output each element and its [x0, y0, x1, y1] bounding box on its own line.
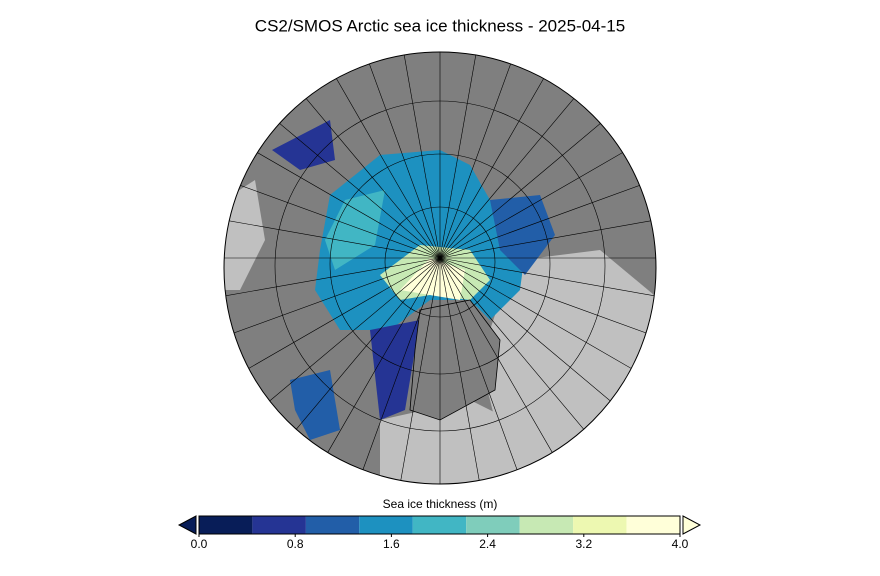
meridian	[439, 52, 519, 259]
meridian	[439, 257, 640, 374]
meridian	[439, 257, 617, 407]
map-title: CS2/SMOS Arctic sea ice thickness - 2025…	[255, 16, 625, 35]
extend-min	[177, 515, 197, 535]
meridian	[439, 142, 640, 259]
ice	[272, 120, 335, 170]
meridian	[439, 81, 589, 259]
greenland	[409, 299, 501, 421]
colorbar-bin	[573, 516, 627, 534]
meridian	[439, 52, 481, 259]
meridian	[263, 257, 441, 407]
map	[224, 52, 656, 484]
meridian	[439, 217, 656, 259]
meridian	[439, 257, 519, 475]
meridian	[263, 109, 441, 259]
meridian	[399, 257, 441, 484]
meridian	[324, 257, 441, 458]
meridian	[439, 179, 656, 259]
meridian	[224, 257, 441, 299]
meridian	[439, 257, 481, 484]
colorbar-bin	[359, 516, 413, 534]
meridian	[291, 81, 441, 259]
colorbar-bin	[305, 516, 360, 534]
tick-label: 0.8	[287, 537, 304, 551]
meridian	[361, 52, 441, 259]
colorbar-bin	[412, 516, 467, 534]
meridian	[399, 52, 441, 259]
colorbar-bin	[199, 516, 253, 534]
colorbar-bin	[252, 516, 306, 534]
open-ocean	[380, 400, 560, 484]
meridian	[240, 142, 441, 259]
meridian	[439, 257, 556, 458]
meridian	[361, 257, 441, 475]
tick-label: 3.2	[575, 537, 592, 551]
meridian	[291, 257, 441, 435]
meridian	[224, 257, 441, 337]
tick-label: 0.0	[191, 537, 208, 551]
colorbar-bin	[519, 516, 574, 534]
meridian	[439, 257, 589, 435]
meridian	[240, 257, 441, 374]
meridian	[224, 217, 441, 259]
meridian	[439, 109, 617, 259]
colorbar-bin	[466, 516, 520, 534]
map-border	[223, 51, 657, 485]
ice	[370, 320, 420, 420]
extend-max	[682, 515, 702, 535]
meridian	[324, 58, 441, 259]
open-ocean	[224, 180, 265, 290]
ice	[325, 190, 385, 270]
meridian	[439, 58, 556, 259]
tick-label: 2.4	[479, 537, 496, 551]
colorbar-label: Sea ice thickness (m)	[383, 497, 498, 511]
meridian	[439, 257, 656, 337]
meridian	[439, 257, 656, 299]
colorbar-bin	[626, 516, 680, 534]
colorbar-frame	[198, 515, 681, 535]
ice	[290, 370, 340, 440]
tick-label: 4.0	[672, 537, 689, 551]
tick-label: 1.6	[383, 537, 400, 551]
graticule	[224, 52, 656, 484]
meridian	[224, 179, 441, 259]
